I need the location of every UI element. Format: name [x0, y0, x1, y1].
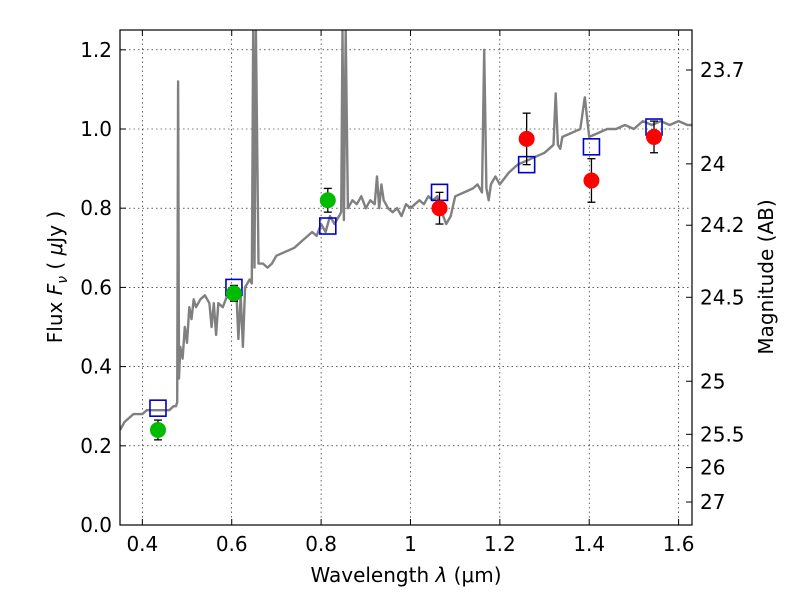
y-tick-label-4: 0.8	[80, 196, 112, 220]
mag-tick-label-3: 24.5	[700, 285, 745, 309]
axis-ticks: 0.4 0.6 0.8 1 1.2 1.4 1.6 0.0 0.2 0.4 0.6 0.8 1.0 1.2…	[80, 30, 745, 556]
plot-frame	[119, 29, 693, 526]
model-square-point-5	[582, 138, 601, 156]
x-tick-label-3: 1	[404, 532, 417, 556]
x-tick-label-0: 0.4	[126, 532, 158, 556]
mag-tick-label-7: 27	[700, 490, 725, 514]
red-data-point-1	[518, 130, 535, 147]
mag-tick-label-0: 23.7	[700, 58, 745, 82]
spectrum-line	[120, 30, 692, 431]
series-layer	[120, 30, 692, 441]
green-data-point-2	[319, 192, 336, 209]
mag-tick-label-4: 25	[700, 369, 725, 393]
x-axis-label: Wavelength λ (μm)	[310, 563, 501, 587]
grid-lines	[120, 30, 692, 526]
y-tick-label-5: 1.0	[80, 117, 112, 141]
red-data-point-0	[431, 200, 448, 217]
x-tick-label-2: 0.8	[305, 532, 337, 556]
x-tick-label-1: 0.6	[216, 532, 248, 556]
mag-tick-label-5: 25.5	[700, 422, 745, 446]
model-square-point-2	[318, 217, 337, 235]
x-tick-label-6: 1.6	[663, 532, 695, 556]
plot-area	[120, 30, 692, 441]
mag-tick-label-1: 24	[700, 152, 725, 176]
y-tick-label-2: 0.4	[80, 355, 112, 379]
red-data-point-3	[646, 128, 663, 145]
green-data-point-0	[149, 421, 166, 438]
y-tick-label-6: 1.2	[80, 38, 112, 62]
red-data-point-2	[583, 172, 600, 189]
x-tick-label-5: 1.4	[573, 532, 605, 556]
y-tick-label-0: 0.0	[80, 513, 112, 537]
y-axis-label-right: Magnitude (AB)	[754, 199, 778, 354]
model-square-point-0	[149, 399, 167, 417]
green-data-point-1	[225, 285, 242, 302]
x-tick-label-4: 1.2	[484, 532, 516, 556]
y-axis-label-left: Flux Fν ( μJy )	[43, 211, 71, 343]
y-tick-label-1: 0.2	[80, 434, 112, 458]
y-tick-label-3: 0.6	[80, 275, 112, 299]
mag-tick-label-6: 26	[700, 456, 725, 480]
mag-tick-label-2: 24.2	[700, 213, 745, 237]
